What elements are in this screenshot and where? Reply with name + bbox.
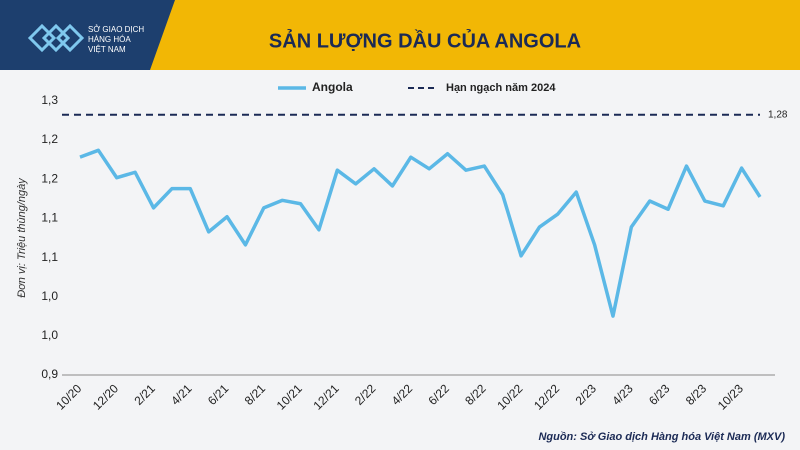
reference-label: 1,28 [768, 109, 788, 120]
source: Nguồn: Sở Giao dịch Hàng hóa Việt Nam (M… [538, 431, 785, 443]
legend-label: Hạn ngạch năm 2024 [446, 82, 556, 94]
y-tick-label: 1,2 [41, 132, 58, 146]
legend-label: Angola [312, 80, 353, 94]
y-tick-label: 1,0 [41, 328, 58, 342]
logo-text: HÀNG HÓA [88, 35, 131, 44]
y-tick-label: 1,2 [41, 171, 58, 185]
y-tick-label: 1,1 [41, 250, 58, 264]
y-tick-label: 1,1 [41, 210, 58, 224]
logo-text: VIỆT NAM [88, 45, 126, 54]
y-tick-label: 1,0 [41, 289, 58, 303]
y-tick-label: 1,3 [41, 93, 58, 107]
y-tick-label: 0,9 [41, 367, 58, 381]
data-line [79, 148, 762, 318]
logo-text: SỞ GIAO DỊCH [88, 25, 144, 34]
logo-mark [27, 23, 85, 53]
chart-title: SẢN LƯỢNG DẦU CỦA ANGOLA [269, 28, 581, 52]
y-axis-label: Đơn vị: Triệu thùng/ngày [16, 177, 28, 298]
logo-box [0, 0, 175, 70]
